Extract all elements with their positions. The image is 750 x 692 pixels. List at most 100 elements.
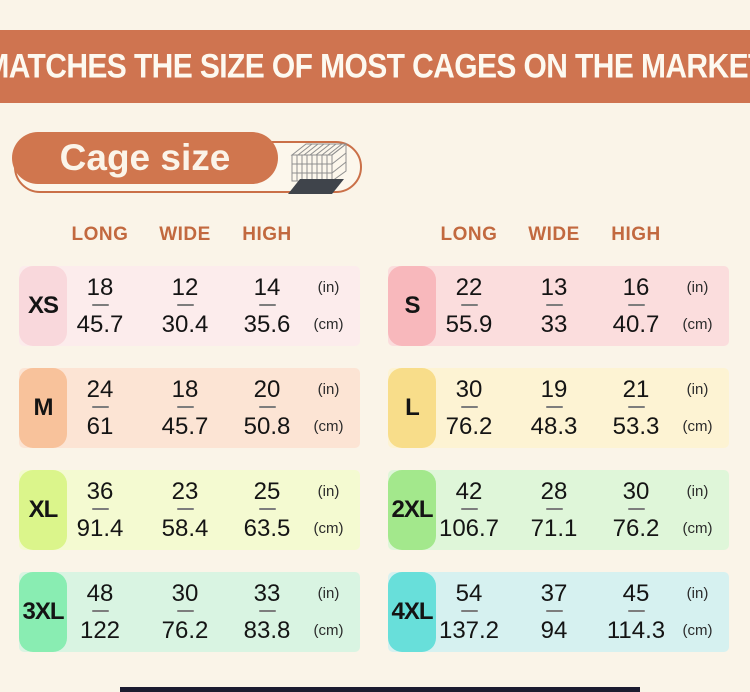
fraction-line — [91, 303, 109, 306]
unit-in: (in) — [317, 380, 340, 398]
cage-size-title: Cage size — [59, 137, 231, 178]
fraction-line — [91, 507, 109, 510]
unit-in: (in) — [686, 380, 709, 398]
unit-in: (in) — [686, 482, 709, 500]
size-row-xs: XS 18 45.7 12 30.4 14 35.6 (in) (cm) — [19, 266, 360, 346]
banner-title: MATCHES THE SIZE OF MOST CAGES ON THE MA… — [0, 46, 750, 85]
unit-in: (in) — [317, 482, 340, 500]
cell-long: 30 76.2 — [445, 375, 493, 440]
unit-in: (in) — [317, 278, 340, 296]
top-banner: MATCHES THE SIZE OF MOST CAGES ON THE MA… — [0, 30, 750, 103]
units-cell: (in) (cm) — [297, 470, 360, 550]
cell-high: 45 114.3 — [606, 579, 666, 644]
units-cell: (in) (cm) — [297, 368, 360, 448]
size-row-s: S 22 55.9 13 33 16 40.7 (in) (cm) — [388, 266, 729, 346]
size-label-2xl: 2XL — [388, 470, 436, 550]
fraction-line — [627, 609, 645, 612]
cell-long: 22 55.9 — [445, 273, 493, 338]
fraction-line — [627, 507, 645, 510]
fraction-line — [627, 405, 645, 408]
size-row-xl: XL 36 91.4 23 58.4 25 63.5 (in) (cm) — [19, 470, 360, 550]
fraction-line — [545, 303, 563, 306]
unit-in: (in) — [317, 584, 340, 602]
table-header-right: LONG WIDE HIGH — [388, 222, 729, 248]
header-wide: WIDE — [528, 224, 580, 245]
size-row-l: L 30 76.2 19 48.3 21 53.3 (in) (cm) — [388, 368, 729, 448]
cage-image — [288, 142, 348, 194]
fraction-line — [258, 405, 276, 408]
header-high: HIGH — [242, 224, 292, 245]
size-table-left: LONG WIDE HIGH XS 18 45.7 12 30.4 14 35.6 (… — [19, 222, 360, 674]
units-cell: (in) (cm) — [666, 368, 729, 448]
cell-high: 14 35.6 — [243, 273, 291, 338]
cell-wide: 18 45.7 — [161, 375, 209, 440]
fraction-line — [176, 405, 194, 408]
size-row-2xl: 2XL 42 106.7 28 71.1 30 76.2 (in) (cm) — [388, 470, 729, 550]
units-cell: (in) (cm) — [666, 470, 729, 550]
units-cell: (in) (cm) — [666, 266, 729, 346]
units-cell: (in) (cm) — [297, 572, 360, 652]
unit-cm: (cm) — [682, 519, 713, 537]
cell-wide: 30 76.2 — [161, 579, 209, 644]
fraction-line — [545, 405, 563, 408]
fraction-line — [460, 405, 478, 408]
header-long: LONG — [440, 224, 498, 245]
fraction-line — [258, 609, 276, 612]
units-cell: (in) (cm) — [666, 572, 729, 652]
cell-wide: 13 33 — [540, 273, 568, 338]
cell-high: 20 50.8 — [243, 375, 291, 440]
unit-cm: (cm) — [682, 315, 713, 333]
cell-wide: 37 94 — [540, 579, 568, 644]
cell-long: 18 45.7 — [76, 273, 124, 338]
size-label-s: S — [388, 266, 436, 346]
size-label-l: L — [388, 368, 436, 448]
size-label-m: M — [19, 368, 67, 448]
cage-size-pill: Cage size — [12, 132, 278, 184]
fraction-line — [91, 405, 109, 408]
size-row-m: M 24 61 18 45.7 20 50.8 (in) (cm) — [19, 368, 360, 448]
fraction-line — [176, 609, 194, 612]
fraction-line — [91, 609, 109, 612]
cell-high: 25 63.5 — [243, 477, 291, 542]
fraction-line — [258, 303, 276, 306]
size-row-3xl: 3XL 48 122 30 76.2 33 83.8 (in) (cm) — [19, 572, 360, 652]
fraction-line — [545, 507, 563, 510]
table-header-left: LONG WIDE HIGH — [19, 222, 360, 248]
fraction-line — [627, 303, 645, 306]
unit-cm: (cm) — [313, 315, 344, 333]
cell-high: 33 83.8 — [243, 579, 291, 644]
size-label-3xl: 3XL — [19, 572, 67, 652]
fraction-line — [176, 507, 194, 510]
unit-cm: (cm) — [313, 519, 344, 537]
cell-long: 36 91.4 — [76, 477, 124, 542]
cell-long: 54 137.2 — [438, 579, 500, 644]
size-label-4xl: 4XL — [388, 572, 436, 652]
cell-long: 48 122 — [79, 579, 121, 644]
fraction-line — [460, 507, 478, 510]
units-cell: (in) (cm) — [297, 266, 360, 346]
fraction-line — [258, 507, 276, 510]
unit-cm: (cm) — [682, 621, 713, 639]
cell-wide: 28 71.1 — [530, 477, 578, 542]
bottom-bar — [120, 687, 640, 692]
fraction-line — [460, 609, 478, 612]
size-table-right: LONG WIDE HIGH S 22 55.9 13 33 16 40.7 (in)… — [388, 222, 729, 674]
unit-cm: (cm) — [313, 621, 344, 639]
header-wide: WIDE — [159, 224, 211, 245]
cell-wide: 19 48.3 — [530, 375, 578, 440]
unit-cm: (cm) — [313, 417, 344, 435]
unit-in: (in) — [686, 584, 709, 602]
cell-high: 16 40.7 — [612, 273, 660, 338]
header-high: HIGH — [611, 224, 661, 245]
header-long: LONG — [71, 224, 129, 245]
unit-in: (in) — [686, 278, 709, 296]
cell-long: 42 106.7 — [438, 477, 500, 542]
cell-wide: 12 30.4 — [161, 273, 209, 338]
cell-high: 21 53.3 — [612, 375, 660, 440]
cell-long: 24 61 — [86, 375, 114, 440]
unit-cm: (cm) — [682, 417, 713, 435]
fraction-line — [545, 609, 563, 612]
cell-high: 30 76.2 — [612, 477, 660, 542]
fraction-line — [460, 303, 478, 306]
fraction-line — [176, 303, 194, 306]
